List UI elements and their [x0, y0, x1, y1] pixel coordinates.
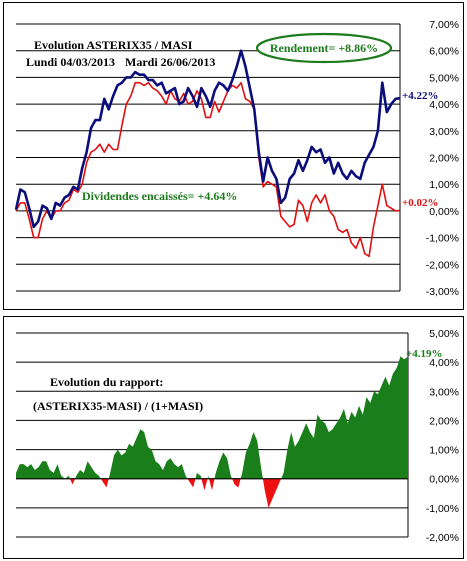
- bottom-chart-end-label: +4.19%: [406, 348, 443, 360]
- bottom-chart-title-line1: Evolution du rapport:: [50, 375, 163, 389]
- bottom-y-tick-label: 3,00%: [429, 386, 459, 398]
- positive-area: [16, 461, 70, 479]
- bottom-y-tick-label: 5,00%: [429, 328, 459, 340]
- top-chart-series: [14, 49, 401, 258]
- top-chart-end-date: Mardi 26/06/2013: [125, 55, 215, 69]
- positive-area: [214, 452, 233, 479]
- bottom-y-tick-label: -1,00%: [426, 503, 459, 515]
- top-y-tick-label: 3,00%: [429, 126, 459, 138]
- negative-area: [100, 478, 109, 488]
- series-2-end-label: +0.02%: [402, 197, 439, 209]
- top-chart-panel: 7,00% 6,00% 5,00% 4,00% 3,00% 2,00% 1,00% 0,00%…: [3, 2, 464, 310]
- rendement-ellipse: [255, 32, 393, 64]
- negative-area: [232, 478, 241, 488]
- top-y-tick-label: 5,00%: [429, 72, 459, 84]
- top-y-tick-label: -3,00%: [426, 286, 459, 298]
- bottom-y-tick-label: 0,00%: [429, 474, 459, 486]
- rendement-label: Rendement= +8.86%: [270, 41, 378, 55]
- negative-area: [187, 478, 196, 488]
- series-1-line: [14, 49, 401, 229]
- top-chart-y-axis: 7,00% 6,00% 5,00% 4,00% 3,00% 2,00% 1,00% 0,00%…: [426, 19, 459, 298]
- bottom-y-tick-label: 2,00%: [429, 415, 459, 427]
- bottom-chart-y-axis: 5,00% 4,00% 3,00% 2,00% 1,00% 0,00% -1,00% -2,0…: [426, 328, 459, 544]
- bottom-chart-title-line2: (ASTERIX35-MASI) / (1+MASI): [33, 399, 203, 413]
- positive-area: [281, 356, 408, 479]
- bottom-y-tick-label: 4,00%: [429, 357, 459, 369]
- cumulative-performance-chart: 7,00% 6,00% 5,00% 4,00% 3,00% 2,00% 1,00% 0,00%…: [14, 19, 459, 298]
- bottom-y-tick-label: -2,00%: [426, 532, 459, 544]
- top-y-tick-label: 4,00%: [429, 99, 459, 111]
- relative-ratio-chart: 5,00% 4,00% 3,00% 2,00% 1,00% 0,00% -1,00% -2,0…: [16, 328, 459, 544]
- top-y-tick-label: 2,00%: [429, 153, 459, 165]
- top-y-tick-label: -1,00%: [426, 233, 459, 245]
- negative-area: [70, 478, 76, 485]
- top-chart-title: Evolution ASTERIX35 / MASI: [34, 38, 193, 52]
- top-y-tick-label: -2,00%: [426, 259, 459, 271]
- positive-area: [108, 429, 188, 479]
- top-y-tick-label: 7,00%: [429, 19, 459, 31]
- positive-area: [75, 461, 101, 479]
- top-chart-grid: [16, 23, 401, 292]
- positive-area: [195, 472, 202, 479]
- dividendes-label: Dividendes encaissés= +4.64%: [82, 189, 237, 203]
- positive-area: [207, 475, 209, 479]
- bottom-y-tick-label: 1,00%: [429, 445, 459, 457]
- negative-area: [201, 478, 208, 491]
- negative-area: [209, 478, 215, 491]
- bottom-chart-area: [16, 356, 408, 508]
- top-y-tick-label: 1,00%: [429, 179, 459, 191]
- bottom-chart-panel: 5,00% 4,00% 3,00% 2,00% 1,00% 0,00% -1,00% -2,0…: [3, 316, 464, 559]
- top-y-tick-label: 0,00%: [429, 206, 459, 218]
- series-2-line: [15, 81, 401, 258]
- positive-area: [240, 432, 263, 479]
- top-y-tick-label: 6,00%: [429, 46, 459, 58]
- series-1-end-label: +4.22%: [402, 90, 439, 102]
- top-chart-start-date: Lundi 04/03/2013: [26, 55, 115, 69]
- negative-area: [262, 478, 282, 508]
